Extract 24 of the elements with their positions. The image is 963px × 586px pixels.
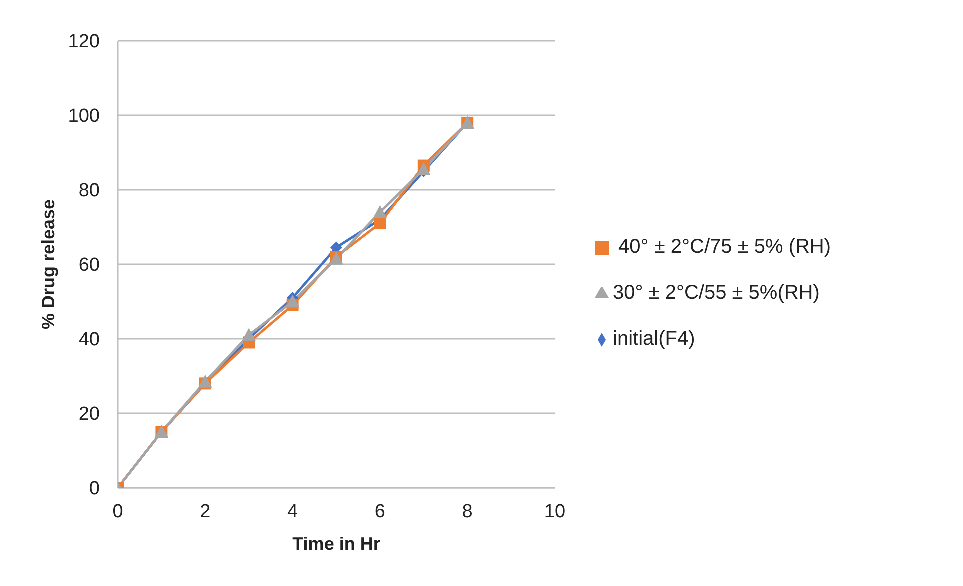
point — [198, 374, 212, 388]
y-tick-label: 120 — [68, 32, 100, 53]
y-tick-label: 60 — [78, 255, 100, 276]
x-tick-label: 6 — [374, 501, 386, 522]
y-tick-label: 0 — [89, 478, 100, 500]
x-tick-label: 2 — [200, 501, 211, 522]
point — [373, 205, 388, 218]
point — [242, 328, 256, 342]
y-axis-title: % Drug release — [38, 199, 58, 330]
legend-label: initial(F4) — [613, 328, 696, 350]
x-tick-label: 8 — [462, 501, 473, 522]
x-tick-label: 4 — [288, 501, 299, 522]
y-tick-label: 40 — [78, 330, 100, 351]
y-tick-label: 80 — [78, 180, 100, 202]
x-tick-label: 0 — [112, 501, 124, 522]
legend-label: 30° ± 2°C/55 ± 5%(RH) — [613, 282, 820, 304]
y-tick-label: 20 — [78, 404, 100, 426]
point — [374, 218, 386, 230]
legend-label: 40° ± 2°C/75 ± 5% (RH) — [618, 236, 832, 258]
point — [286, 294, 300, 308]
x-axis-title: Time in Hr — [292, 534, 380, 554]
point — [416, 162, 431, 176]
y-tick-label: 100 — [68, 106, 100, 128]
x-tick-label: 10 — [544, 501, 566, 522]
